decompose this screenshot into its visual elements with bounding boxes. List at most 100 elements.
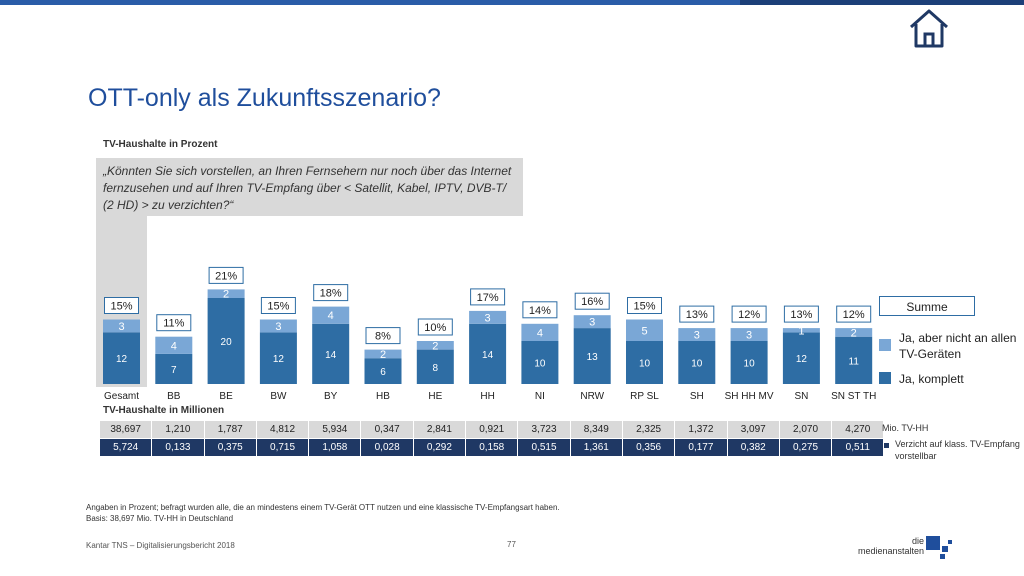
bar-label-partial: 3: [118, 321, 124, 333]
table-cell-verzicht: 0,382: [727, 439, 780, 456]
bar-complete: [364, 358, 402, 384]
table-cell-mio: 2,325: [622, 421, 676, 438]
logo-line-1: die: [911, 536, 924, 546]
table-cell-verzicht: 0,356: [622, 439, 676, 456]
category-label: BB: [167, 391, 181, 402]
table-cell-mio: 3,097: [727, 421, 780, 438]
row-label-mio: Mio. TV-HH: [882, 423, 929, 433]
category-label: HH: [480, 391, 494, 402]
source-text: Kantar TNS – Digitalisierungsbericht 201…: [86, 541, 235, 550]
category-label: NRW: [580, 391, 604, 402]
table-cell-verzicht: 0,375: [204, 439, 257, 456]
bar-complete: [469, 323, 507, 384]
category-label: SH HH MV: [725, 391, 774, 402]
page-title: OTT-only als Zukunftsszenario?: [88, 84, 441, 112]
category-label: SN ST TH: [831, 391, 876, 402]
bar-label-complete: 6: [380, 367, 386, 378]
total-label: 17%: [477, 292, 499, 304]
chart-subtitle: TV-Haushalte in Prozent: [103, 139, 218, 150]
legend-label-partial: Ja, aber nicht an allen TV-Geräten: [899, 331, 1017, 361]
legend-swatch-complete: [879, 372, 891, 384]
table-cell-verzicht: 0,028: [361, 439, 414, 456]
total-box: [470, 288, 506, 306]
bar-partial: [103, 319, 140, 333]
bar-label-partial: 2: [432, 340, 438, 352]
legend-swatch-partial: [879, 339, 891, 351]
bar-label-complete: 10: [639, 359, 651, 370]
bar-complete: [416, 349, 454, 384]
total-box: [627, 297, 662, 314]
bar-label-complete: 14: [482, 350, 494, 361]
total-box: [208, 266, 244, 284]
bar-partial: [521, 323, 559, 341]
bar-complete: [835, 336, 873, 384]
footnote-line-2: Basis: 38,697 Mio. TV-HH in Deutschland: [86, 514, 234, 523]
table-cell-verzicht: 0,158: [466, 439, 519, 456]
total-box: [104, 297, 139, 314]
total-box: [522, 301, 558, 319]
bar-partial: [469, 310, 507, 324]
table-cell-mio: 1,210: [152, 421, 205, 438]
bar-label-partial: 2: [223, 289, 229, 301]
home-icon[interactable]: [906, 6, 952, 50]
total-label: 15%: [267, 301, 289, 313]
bar-complete: [103, 332, 140, 384]
legend-label-complete: Ja, komplett: [899, 372, 964, 386]
bar-label-partial: 3: [485, 312, 491, 324]
total-box: [313, 284, 349, 302]
total-box: [417, 318, 453, 336]
legend-summe: Summe: [879, 296, 975, 316]
table-cell-verzicht: 1,361: [570, 439, 623, 456]
bar-label-complete: 10: [744, 359, 756, 370]
bar-complete: [207, 298, 245, 384]
bar-partial: [626, 319, 663, 341]
bar-complete: [782, 332, 820, 384]
top-bar-accent: [740, 0, 1024, 5]
bar-partial: [678, 328, 716, 341]
footnote-line-1: Angaben in Prozent; befragt wurden alle,…: [86, 503, 560, 512]
bar-partial: [364, 349, 402, 359]
bar-label-partial: 4: [171, 340, 177, 352]
table-cell-mio: 0,347: [361, 421, 414, 438]
bar-label-partial: 5: [641, 325, 647, 337]
table-cell-mio: 8,349: [570, 421, 623, 438]
table-cell-verzicht: 5,724: [100, 439, 153, 456]
category-label: SH: [690, 391, 704, 402]
bar-partial: [835, 328, 873, 337]
quote-background: [96, 158, 523, 216]
footnote: Angaben in Prozent; befragt wurden alle,…: [86, 502, 560, 524]
table-cell-verzicht: 0,133: [152, 439, 205, 456]
total-box: [156, 314, 192, 332]
bar-complete: [521, 341, 559, 384]
bar-label-complete: 12: [273, 354, 285, 365]
bar-complete: [573, 328, 611, 384]
table-cell-verzicht: 1,058: [309, 439, 362, 456]
category-label: BE: [219, 391, 233, 402]
bar-partial: [730, 328, 768, 341]
bar-label-complete: 13: [587, 352, 599, 363]
total-label: 8%: [375, 331, 391, 343]
table-cell-mio: 4,812: [256, 421, 310, 438]
row-label-verzicht: Verzicht auf klass. TV-Empfang vorstellb…: [895, 439, 1020, 461]
bar-label-partial: 3: [746, 330, 752, 342]
table-cell-mio: 3,723: [518, 421, 571, 438]
total-label: 11%: [163, 318, 184, 330]
table-cell-mio: 2,841: [413, 421, 467, 438]
bar-label-partial: 4: [537, 327, 543, 339]
total-box: [260, 297, 296, 314]
total-box: [365, 327, 401, 345]
total-label: 10%: [424, 322, 446, 334]
table-cell-verzicht: 0,292: [413, 439, 467, 456]
total-label: 12%: [843, 309, 865, 321]
logo-line-2: medienanstalten: [857, 546, 924, 556]
total-label: 21%: [215, 270, 237, 282]
bar-partial: [259, 319, 297, 333]
total-label: 13%: [790, 309, 812, 321]
bar-partial: [312, 306, 350, 324]
bar-complete: [626, 341, 663, 384]
table-cell-mio: 2,070: [779, 421, 833, 438]
table-cell-mio: 38,697: [100, 421, 153, 438]
table-cell-mio: 4,270: [832, 421, 885, 438]
bar-partial: [155, 336, 193, 354]
bar-complete: [730, 341, 768, 384]
